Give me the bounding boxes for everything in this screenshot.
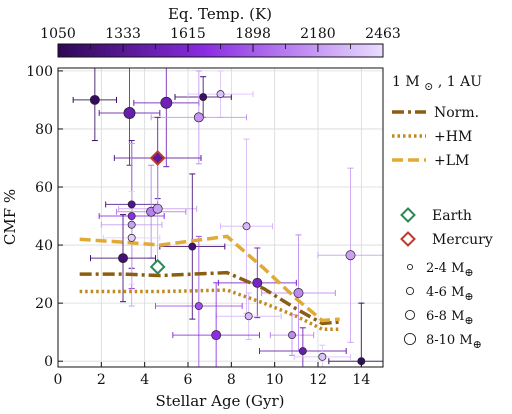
colorbar-tick-label: 1898 — [235, 26, 271, 42]
legend-line-label: Norm. — [434, 105, 479, 121]
y-tick-label: 20 — [35, 296, 53, 312]
data-point — [242, 222, 251, 231]
earth-mass-symbol: ⊕ — [464, 266, 473, 279]
data-point — [252, 277, 263, 288]
colorbar-label: Eq. Temp. (K) — [168, 5, 272, 23]
data-point — [160, 96, 173, 109]
legend-size-text: 2-4 M — [426, 261, 464, 276]
plot-frame — [57, 67, 384, 368]
earth-mass-symbol: ⊕ — [473, 338, 482, 351]
legend-line-label: +HM — [434, 129, 472, 145]
legend-size-label: 2-4 M⊕ — [426, 261, 474, 279]
x-tick-label: 6 — [184, 372, 193, 388]
data-point — [345, 250, 356, 261]
legend-marker-swatch — [400, 231, 416, 247]
colorbar: Eq. Temp. (K) 1050 1333 1615 1898 2180 2463 — [40, 5, 401, 58]
legend-markers: Earth Mercury — [400, 207, 493, 248]
y-tick-label: 40 — [35, 238, 53, 254]
data-point — [211, 330, 222, 341]
data-point — [118, 253, 128, 264]
legend-marker-label: Mercury — [432, 232, 493, 248]
legend: 1 M ⊙ , 1 AU Norm. +HM +LM Earth Mercury 2-… — [392, 74, 493, 351]
data-point — [293, 288, 304, 298]
y-tick-label: 100 — [26, 64, 53, 80]
model-lines — [79, 234, 340, 332]
data-point — [216, 90, 225, 99]
legend-header-tail: , 1 AU — [438, 74, 482, 90]
data-point — [318, 352, 327, 361]
x-tick-label: 4 — [140, 372, 149, 388]
data-point — [298, 347, 307, 355]
x-axis-label: Stellar Age (Gyr) — [155, 392, 284, 410]
earth-mass-symbol: ⊕ — [464, 314, 473, 327]
y-tick-label: 60 — [35, 180, 53, 196]
y-tick-label: 0 — [44, 354, 53, 370]
sun-symbol: ⊙ — [424, 80, 433, 93]
x-tick-label: 0 — [54, 372, 63, 388]
legend-sizes: 2-4 M⊕4-6 M⊕6-8 M⊕8-10 M⊕ — [403, 261, 482, 351]
data-point — [194, 302, 203, 310]
data-point — [288, 331, 296, 340]
legend-marker-label: Earth — [432, 208, 472, 224]
legend-size-swatch — [405, 286, 415, 296]
legend-size-swatch — [406, 263, 414, 271]
x-tick-label: 8 — [227, 372, 236, 388]
x-tick-label: 12 — [309, 372, 327, 388]
legend-size-text: 6-8 M — [426, 309, 464, 324]
colorbar-ticks — [57, 44, 384, 52]
legend-size-label: 8-10 M⊕ — [426, 333, 482, 351]
y-axis-ticks: 0 20 40 60 80 100 — [26, 64, 63, 370]
earth-marker — [149, 258, 166, 275]
data-point — [244, 312, 253, 321]
data-points — [89, 90, 366, 366]
data-point — [152, 153, 163, 163]
legend-size-swatch — [404, 309, 416, 321]
data-point — [152, 203, 163, 214]
mercury-marker — [149, 150, 166, 166]
data-point — [127, 212, 136, 220]
colorbar-tick-label: 1615 — [170, 26, 206, 42]
model-line — [79, 288, 340, 332]
legend-header: 1 M ⊙ , 1 AU — [392, 74, 482, 94]
y-tick-label: 80 — [35, 122, 53, 138]
colorbar-tick-labels: 1050 1333 1615 1898 2180 2463 — [40, 26, 401, 42]
legend-size-text: 8-10 M — [426, 333, 473, 348]
data-point — [89, 94, 100, 105]
legend-size-swatch — [403, 332, 417, 346]
data-point — [199, 93, 208, 101]
y-axis-label: CMF % — [1, 189, 19, 245]
legend-size-text: 4-6 M — [426, 285, 464, 300]
solar-system-markers — [149, 150, 166, 275]
legend-line-label: +LM — [434, 153, 469, 169]
colorbar-tick-label: 2463 — [365, 26, 401, 42]
data-point — [193, 112, 204, 123]
x-tick-label: 2 — [97, 372, 106, 388]
x-tick-label: 14 — [352, 372, 370, 388]
colorbar-tick-label: 2180 — [300, 26, 336, 42]
legend-marker-swatch — [400, 207, 416, 223]
x-tick-label: 10 — [266, 372, 284, 388]
colorbar-tick-label: 1333 — [105, 26, 141, 42]
data-point — [188, 242, 197, 251]
data-point — [123, 107, 136, 119]
colorbar-tick-label: 1050 — [40, 26, 76, 42]
legend-size-label: 4-6 M⊕ — [426, 285, 474, 303]
x-axis-ticks: 0 2 4 6 8 10 12 14 — [54, 362, 370, 388]
data-point — [127, 233, 136, 242]
data-point — [127, 220, 136, 229]
earth-mass-symbol: ⊕ — [464, 290, 473, 303]
legend-size-label: 6-8 M⊕ — [426, 309, 474, 327]
model-line — [79, 234, 340, 323]
legend-header-mass: 1 M — [392, 74, 420, 90]
data-point — [127, 200, 136, 209]
legend-lines: Norm. +HM +LM — [392, 105, 479, 169]
model-line — [79, 270, 340, 326]
